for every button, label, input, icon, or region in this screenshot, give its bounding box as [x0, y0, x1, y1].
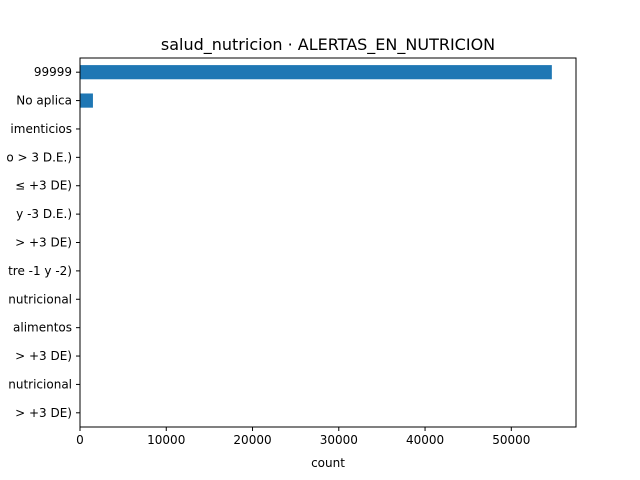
y-tick-label: nutricional [8, 292, 72, 306]
bars-group [80, 65, 552, 108]
y-tick-label: > +3 DE) [15, 406, 72, 420]
bar [80, 65, 552, 80]
y-tick-label: 99999 [34, 65, 72, 79]
y-tick-label: No aplica [16, 94, 72, 108]
x-tick-label: 20000 [233, 433, 271, 447]
y-tick-label: > +3 DE) [15, 236, 72, 250]
y-tick-label: nutricional [8, 377, 72, 391]
bar [80, 93, 93, 108]
y-tick-label: > +3 DE) [15, 349, 72, 363]
x-axis-label: count [311, 456, 345, 470]
y-tick-label: y -3 D.E.) [16, 207, 72, 221]
chart-title: salud_nutricion · ALERTAS_EN_NUTRICION [161, 35, 495, 55]
y-axis-ticks: 99999 No aplica imenticios o > 3 D.E.) ≤ +3 … [6, 65, 80, 420]
x-tick-label: 30000 [320, 433, 358, 447]
y-tick-label: imenticios [10, 122, 72, 136]
y-tick-label: ≤ +3 DE) [15, 179, 72, 193]
x-tick-label: 50000 [492, 433, 530, 447]
x-tick-label: 10000 [147, 433, 185, 447]
x-tick-label: 40000 [406, 433, 444, 447]
y-tick-label: o > 3 D.E.) [6, 150, 72, 164]
y-tick-label: tre -1 y -2) [8, 264, 72, 278]
x-axis-ticks: 0 10000 20000 30000 40000 50000 [76, 427, 530, 447]
x-tick-label: 0 [76, 433, 84, 447]
axes-frame [79, 57, 577, 428]
y-tick-label: alimentos [13, 321, 72, 335]
plot-frame [79, 57, 577, 428]
